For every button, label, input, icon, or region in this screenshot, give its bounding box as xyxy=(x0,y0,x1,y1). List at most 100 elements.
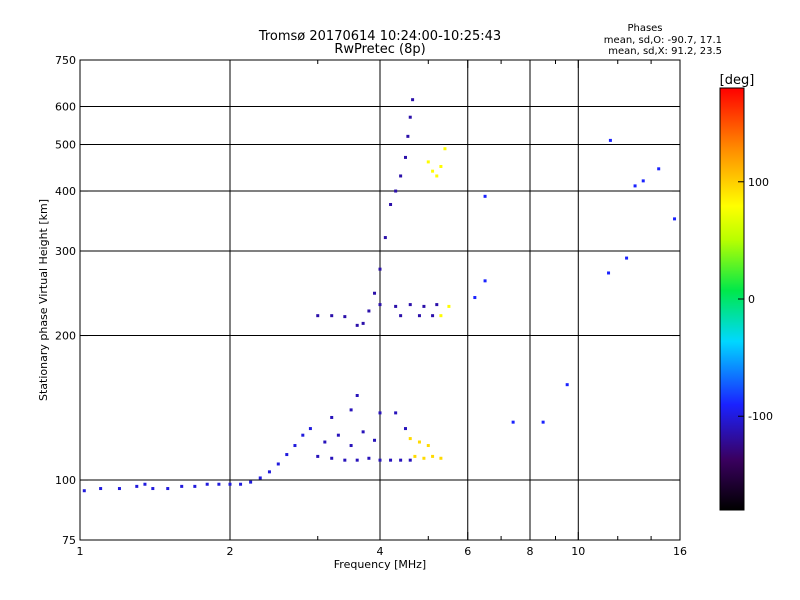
data-point xyxy=(431,169,435,173)
data-point xyxy=(193,484,197,488)
data-point xyxy=(308,427,312,431)
data-point xyxy=(426,160,430,164)
data-point xyxy=(443,147,447,151)
data-point xyxy=(383,236,387,240)
data-point xyxy=(367,456,371,460)
data-point xyxy=(403,427,407,431)
data-point xyxy=(301,433,305,437)
grid-lines xyxy=(80,60,680,540)
data-point xyxy=(447,304,451,308)
data-point xyxy=(511,420,515,424)
chart-subtitle: RwPretec (8p) xyxy=(334,42,425,57)
data-point xyxy=(336,433,340,437)
data-point xyxy=(641,179,645,183)
data-point xyxy=(394,411,398,415)
data-point xyxy=(483,194,487,198)
y-tick-label: 750 xyxy=(55,54,76,67)
data-point xyxy=(316,454,320,458)
data-point xyxy=(439,164,443,168)
x-tick-label: 8 xyxy=(527,545,534,558)
data-point xyxy=(422,456,426,460)
y-tick-label: 600 xyxy=(55,101,76,114)
data-point xyxy=(355,394,359,398)
data-point xyxy=(99,487,103,491)
data-point xyxy=(355,458,359,462)
data-point xyxy=(417,440,421,444)
colorbar-tick-label: 0 xyxy=(748,293,755,306)
data-point xyxy=(378,411,382,415)
data-point xyxy=(657,167,661,171)
data-point xyxy=(378,267,382,271)
data-point xyxy=(228,482,232,486)
data-point xyxy=(361,321,365,325)
data-point xyxy=(285,453,289,457)
data-point xyxy=(408,115,412,119)
data-point xyxy=(399,314,403,318)
data-point xyxy=(408,458,412,462)
y-tick-label: 200 xyxy=(55,330,76,343)
data-point xyxy=(151,487,155,491)
data-point xyxy=(330,456,334,460)
data-point xyxy=(565,383,569,387)
data-point xyxy=(343,315,347,319)
data-point xyxy=(439,456,443,460)
data-point xyxy=(399,458,403,462)
data-point xyxy=(330,314,334,318)
y-tick-label: 500 xyxy=(55,139,76,152)
colorbar-tick-label: -100 xyxy=(748,410,773,423)
data-point xyxy=(411,98,415,102)
data-point xyxy=(608,138,612,142)
x-axis-label: Frequency [MHz] xyxy=(334,558,426,571)
colorbar-label: [deg] xyxy=(720,73,755,88)
x-tick-label: 1 xyxy=(77,545,84,558)
data-point xyxy=(408,303,412,307)
x-tick-label: 10 xyxy=(571,545,585,558)
y-axis: 75 100 200 300 400 500 600 750 xyxy=(55,54,680,547)
data-point xyxy=(343,458,347,462)
data-point xyxy=(316,314,320,318)
data-point xyxy=(361,430,365,434)
data-point xyxy=(349,444,353,448)
data-point xyxy=(435,174,439,178)
data-point xyxy=(417,314,421,318)
data-point xyxy=(323,440,327,444)
data-point xyxy=(367,309,371,313)
data-point xyxy=(276,462,280,466)
data-point xyxy=(389,202,393,206)
y-tick-label: 100 xyxy=(55,474,76,487)
data-points xyxy=(82,98,677,493)
chart-title: Tromsø 20170614 10:24:00-10:25:43 xyxy=(258,29,501,44)
x-axis: 1 2 4 6 8 10 16 xyxy=(77,60,687,558)
data-point xyxy=(349,408,353,412)
y-tick-label: 300 xyxy=(55,245,76,258)
data-point xyxy=(541,420,545,424)
data-point xyxy=(413,454,417,458)
data-point xyxy=(373,438,377,442)
data-point xyxy=(439,314,443,318)
data-point xyxy=(426,444,430,448)
data-point xyxy=(422,304,426,308)
stats-line-x: mean, sd,X: 91.2, 23.5 xyxy=(608,46,722,57)
colorbar-ticks: 100 0 -100 xyxy=(738,176,773,423)
data-point xyxy=(625,256,629,260)
data-point xyxy=(633,184,637,188)
x-tick-label: 2 xyxy=(227,545,234,558)
data-point xyxy=(394,189,398,193)
data-point xyxy=(408,437,412,441)
data-point xyxy=(435,303,439,307)
data-point xyxy=(431,454,435,458)
data-point xyxy=(473,296,477,300)
stats-header: Phases xyxy=(627,23,662,34)
data-point xyxy=(267,470,271,474)
x-tick-label: 6 xyxy=(464,545,471,558)
data-point xyxy=(378,458,382,462)
data-point xyxy=(607,271,611,275)
data-point xyxy=(239,482,243,486)
x-tick-label: 16 xyxy=(673,545,687,558)
data-point xyxy=(258,476,262,480)
data-point xyxy=(431,314,435,318)
data-point xyxy=(249,480,253,484)
data-point xyxy=(117,487,121,491)
data-point xyxy=(143,482,147,486)
